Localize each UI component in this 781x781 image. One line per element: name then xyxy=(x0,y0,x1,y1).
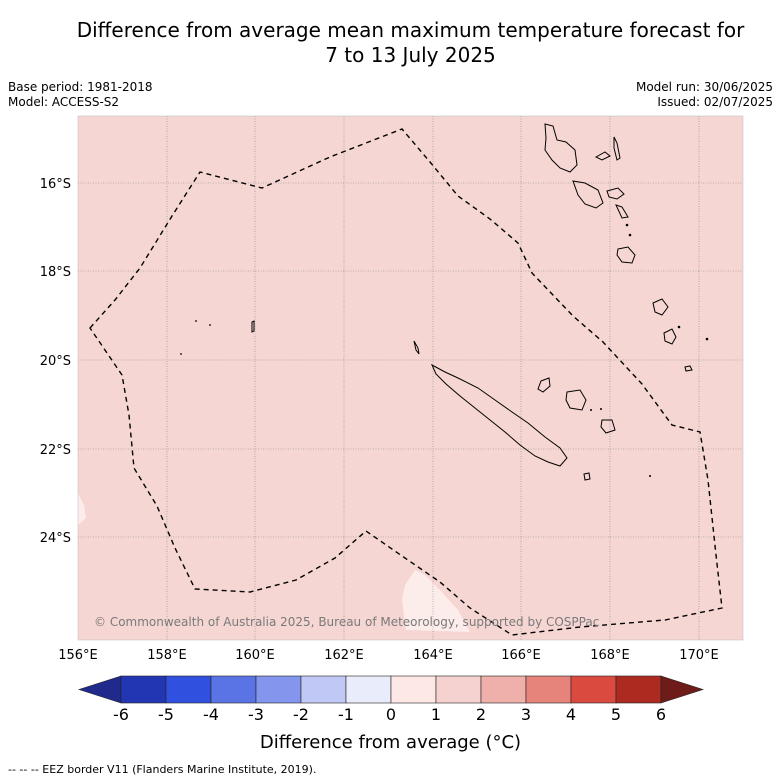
colorbar-tick-label: -5 xyxy=(158,705,174,724)
base-period: Base period: 1981-2018 xyxy=(8,80,153,94)
colorbar-tick-label: 5 xyxy=(611,705,621,724)
eez-note: -- -- -- EEZ border V11 (Flanders Marine… xyxy=(8,763,317,776)
epi-shepherd-islands xyxy=(615,204,629,219)
near-normal-patch xyxy=(402,570,470,632)
ambae-island xyxy=(594,151,611,161)
colorbar-tick-label: -4 xyxy=(203,705,219,724)
colorbar-tick-label: -2 xyxy=(293,705,309,724)
longitude-label: 162°E xyxy=(324,648,364,663)
mare-island xyxy=(600,419,616,434)
colorbar-segment xyxy=(480,675,527,704)
colorbar-segment xyxy=(615,675,662,704)
longitude-label: 170°E xyxy=(679,648,719,663)
latitude-label: 22°S xyxy=(40,443,71,458)
colorbar-tick-label: -3 xyxy=(248,705,264,724)
title-line-1: Difference from average mean maximum tem… xyxy=(76,18,745,42)
isle-of-pines xyxy=(583,472,591,481)
efate-island xyxy=(616,246,636,264)
eez-border xyxy=(89,128,723,636)
aneityum-island xyxy=(684,365,693,372)
chesterfield-reef xyxy=(251,320,255,333)
tanna-island xyxy=(663,328,677,345)
longitude-label: 164°E xyxy=(413,648,453,663)
title-line-2: 7 to 13 July 2025 xyxy=(325,43,496,67)
longitude-label: 168°E xyxy=(590,648,630,663)
small-islands xyxy=(180,223,709,477)
colorbar-tick-label: 4 xyxy=(566,705,576,724)
espiritu-santo-island xyxy=(544,123,578,173)
near-normal-patch-west xyxy=(78,493,86,525)
belep-islands xyxy=(413,340,420,355)
colorbar-tick-label: 3 xyxy=(521,705,531,724)
colorbar-segment xyxy=(120,675,167,704)
colorbar-tick-label: -1 xyxy=(338,705,354,724)
colorbar-tick-label: 0 xyxy=(386,705,396,724)
erromango-island xyxy=(652,298,669,316)
ouvea-island xyxy=(537,377,551,393)
longitude-labels: 156°E 158°E 160°E 162°E 164°E 166°E 168°E 170°E xyxy=(58,648,719,663)
lifou-island xyxy=(565,389,587,411)
copyright-notice: © Commonwealth of Australia 2025, Bureau… xyxy=(94,615,599,629)
model-name: Model: ACCESS-S2 xyxy=(8,95,120,109)
colorbar-title: Difference from average (°C) xyxy=(259,732,522,753)
meta-left: Base period: 1981-2018 Model: ACCESS-S2 xyxy=(8,80,153,110)
colorbar-segment xyxy=(525,675,572,704)
longitude-label: 158°E xyxy=(147,648,187,663)
latitude-label: 24°S xyxy=(40,531,71,546)
map-area xyxy=(78,116,743,640)
colorbar-segment xyxy=(255,675,302,704)
colorbar-tick-label: 6 xyxy=(656,705,666,724)
colorbar-segment xyxy=(165,675,212,704)
pentecost-ambrym-islands xyxy=(606,187,625,200)
colorbar-extend-low xyxy=(78,675,122,704)
colorbar-tick-label: -6 xyxy=(113,705,129,724)
map-gridlines xyxy=(78,116,743,640)
longitude-label: 166°E xyxy=(501,648,541,663)
meta-right: Model run: 30/06/2025 Issued: 02/07/2025 xyxy=(636,80,773,110)
colorbar-segment xyxy=(390,675,437,704)
colorbar-segment xyxy=(570,675,617,704)
latitude-labels: 16°S 18°S 20°S 22°S 24°S xyxy=(40,177,71,546)
colorbar-tick-labels: -6 -5 -4 -3 -2 -1 0 1 2 3 4 5 6 xyxy=(113,705,666,724)
map-frame xyxy=(77,115,744,641)
colorbar-segment xyxy=(435,675,482,704)
longitude-label: 156°E xyxy=(58,648,98,663)
colorbar-segment xyxy=(210,675,257,704)
latitude-label: 18°S xyxy=(40,265,71,280)
latitude-label: 20°S xyxy=(40,354,71,369)
malekula-island xyxy=(572,180,604,209)
colorbar-segment xyxy=(300,675,347,704)
issued-date: Issued: 02/07/2025 xyxy=(657,95,773,109)
colorbar-tick-label: 1 xyxy=(431,705,441,724)
new-caledonia-island xyxy=(430,363,568,467)
colorbar-segment xyxy=(345,675,392,704)
longitude-label: 160°E xyxy=(235,648,275,663)
colorbar-extend-high xyxy=(660,675,704,704)
chart-title: Difference from average mean maximum tem… xyxy=(0,18,781,68)
latitude-label: 16°S xyxy=(40,177,71,192)
colorbar xyxy=(78,675,704,704)
maewo-island xyxy=(613,136,621,161)
colorbar-tick-label: 2 xyxy=(476,705,486,724)
model-run: Model run: 30/06/2025 xyxy=(635,80,773,94)
